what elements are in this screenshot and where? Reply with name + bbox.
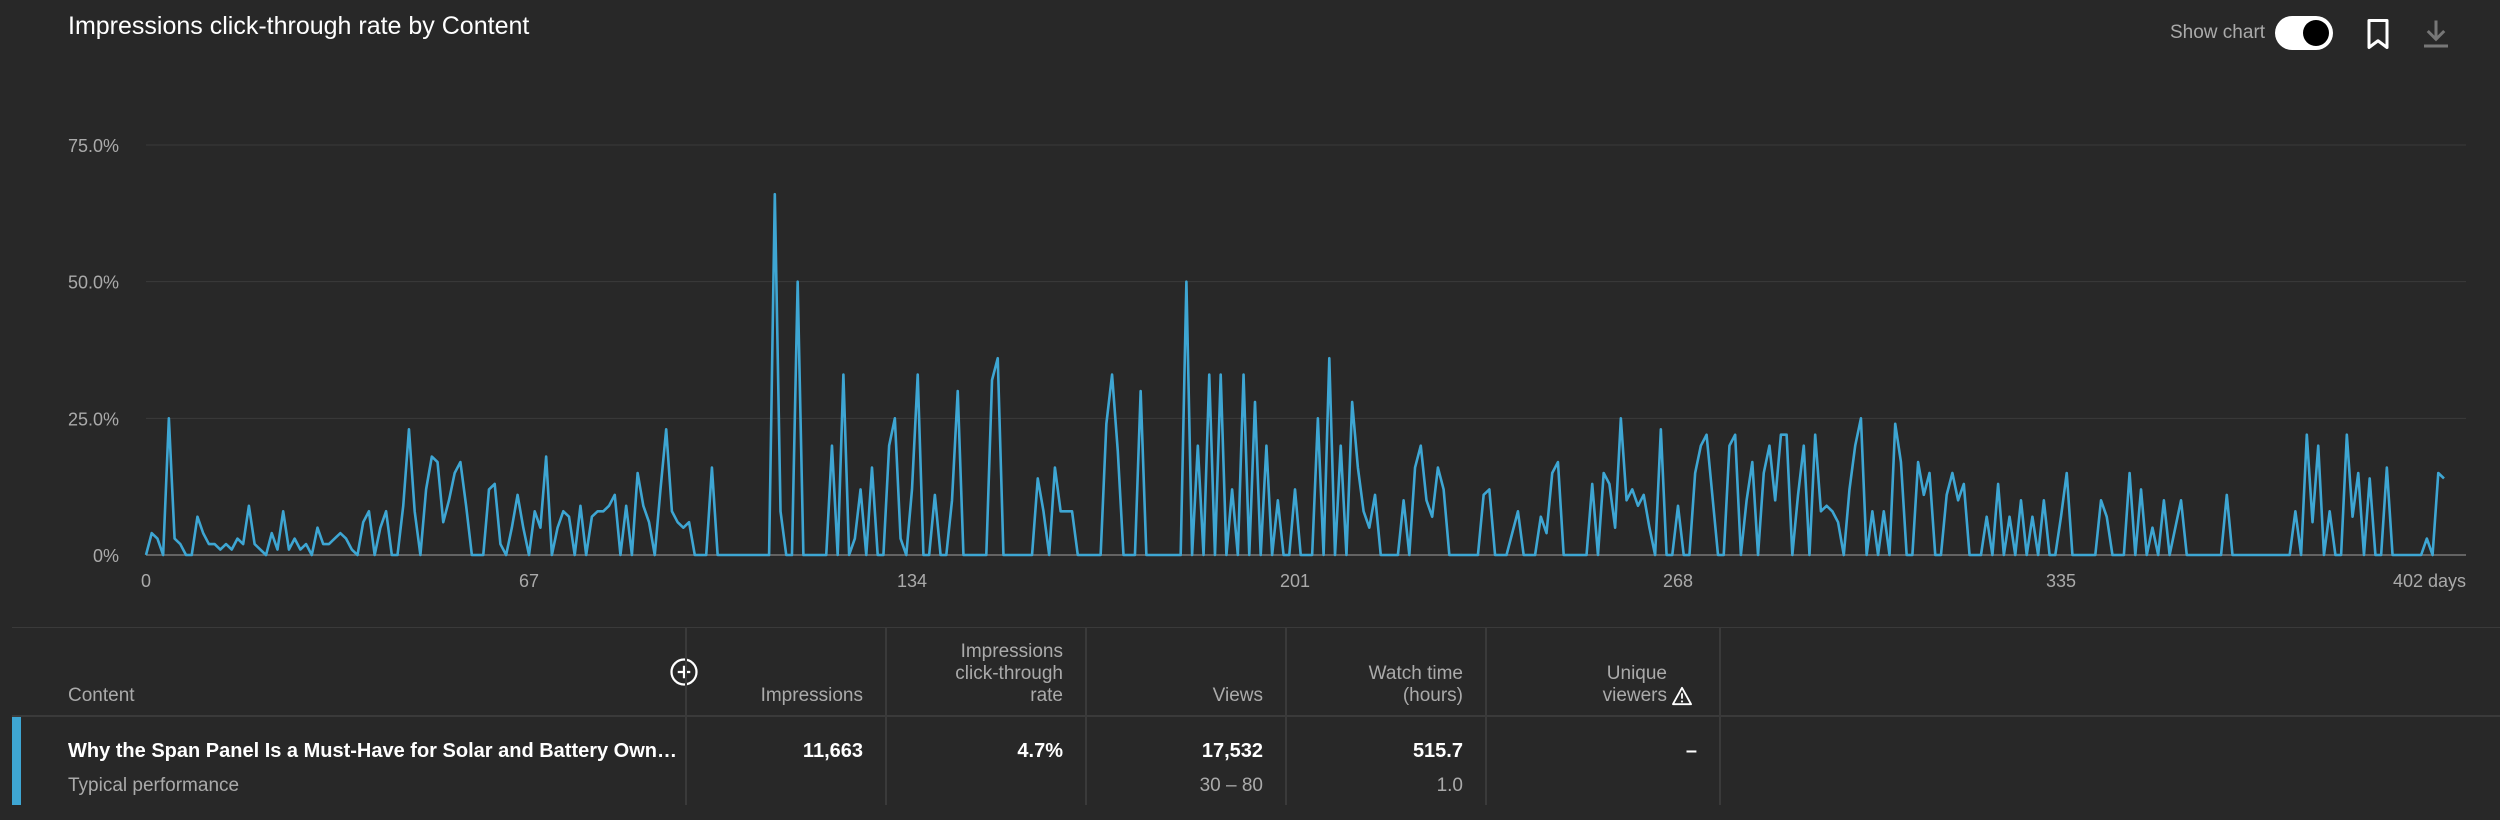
column-header-views[interactable]: Views <box>1212 685 1263 706</box>
ctr-header-line: click-through <box>955 663 1063 684</box>
y-tick-label: 25.0% <box>68 409 119 429</box>
x-tick-label: 67 <box>519 571 539 591</box>
x-tick-label: 0 <box>141 571 151 591</box>
unique-header-line-2: viewers <box>1487 685 1697 707</box>
watch-time-header-line: Watch time <box>1368 663 1463 684</box>
ctr-value: 4.7% <box>1017 740 1063 762</box>
x-tick-label: 335 <box>2046 571 2076 591</box>
series-line <box>144 192 2445 557</box>
x-tick-label: 402 days <box>2393 571 2466 591</box>
views-value: 17,532 <box>1201 740 1263 762</box>
content-title-link[interactable]: Why the Span Panel Is a Must-Have for So… <box>68 740 684 762</box>
watch-time-typical: 1.0 <box>1436 775 1463 796</box>
grid-lines <box>146 144 2466 556</box>
show-chart-toggle[interactable] <box>2275 16 2333 50</box>
bookmark-icon[interactable] <box>2360 16 2396 52</box>
content-table: Content Impressions Impressions click-th… <box>12 627 2500 820</box>
column-header-content[interactable]: Content <box>68 685 135 706</box>
column-header-ctr[interactable]: Impressions click-through rate <box>887 641 1063 707</box>
download-icon[interactable] <box>2418 16 2454 52</box>
series-layer <box>144 192 2445 557</box>
header-tools: Show chart <box>2170 14 2500 54</box>
page-title: Impressions click-through rate by Conten… <box>68 12 530 40</box>
x-tick-label: 268 <box>1663 571 1693 591</box>
table-top-divider <box>12 627 2500 628</box>
series-color-indicator <box>12 717 21 805</box>
toggle-knob <box>2303 20 2329 46</box>
warning-icon[interactable] <box>1671 686 1693 706</box>
y-tick-label: 0% <box>93 546 119 566</box>
chart-area: 0% 25.0% 50.0% 75.0% 0 67 134 201 268 335 402 day… <box>0 110 2500 610</box>
ctr-header-line: rate <box>1030 685 1063 706</box>
x-tick-label: 134 <box>897 571 927 591</box>
unique-header-line: Unique <box>1606 663 1667 684</box>
typical-performance-label: Typical performance <box>68 775 240 796</box>
add-column-icon[interactable] <box>669 657 699 687</box>
column-header-impressions[interactable]: Impressions <box>760 685 863 706</box>
column-header-watch-time[interactable]: Watch time (hours) <box>1287 663 1463 707</box>
y-tick-label: 75.0% <box>68 136 119 156</box>
watch-time-header-line: (hours) <box>1402 685 1463 706</box>
unique-viewers-value: – <box>1685 740 1697 762</box>
show-chart-label: Show chart <box>2170 22 2266 43</box>
y-tick-label: 50.0% <box>68 273 119 293</box>
impressions-value: 11,663 <box>802 740 863 762</box>
ctr-header-line: Impressions <box>960 641 1063 662</box>
watch-time-value: 515.7 <box>1412 740 1463 762</box>
x-tick-label: 201 <box>1280 571 1310 591</box>
unique-header-text: viewers <box>1602 685 1667 706</box>
views-typical-range: 30 – 80 <box>1199 775 1263 796</box>
y-axis-ticks: 0% 25.0% 50.0% 75.0% <box>68 136 119 566</box>
column-header-unique-viewers[interactable]: Unique viewers <box>1487 663 1697 707</box>
ctr-line-chart: 0% 25.0% 50.0% 75.0% 0 67 134 201 268 335 402 day… <box>68 136 2466 591</box>
x-axis-ticks: 0 67 134 201 268 335 402 days <box>141 571 2466 591</box>
row-divider <box>12 715 2500 717</box>
